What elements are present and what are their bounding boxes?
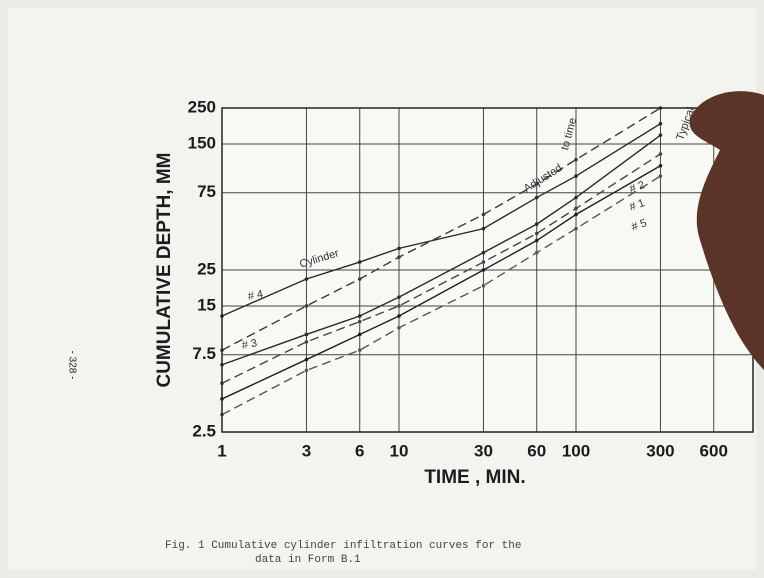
y-tick-label: 150	[188, 133, 216, 152]
data-point	[482, 268, 486, 272]
data-point	[659, 152, 663, 156]
data-point	[358, 314, 362, 318]
y-tick-label: 75	[197, 182, 216, 201]
x-tick-label: 100	[562, 441, 590, 460]
data-point	[659, 122, 663, 126]
data-point	[574, 158, 578, 162]
data-point	[397, 255, 401, 259]
data-point	[535, 251, 539, 255]
x-tick-label: 300	[646, 441, 674, 460]
data-point	[358, 348, 362, 352]
x-tick-label: 3	[302, 441, 311, 460]
data-point	[482, 284, 486, 288]
data-point	[397, 304, 401, 308]
page-number: - 328 -	[66, 351, 77, 380]
data-point	[482, 227, 486, 231]
y-tick-label: 15	[197, 295, 216, 314]
data-point	[535, 196, 539, 200]
data-point	[305, 304, 309, 308]
data-point	[358, 333, 362, 337]
data-point	[659, 174, 663, 178]
data-point	[659, 164, 663, 168]
data-point	[535, 222, 539, 226]
data-point	[305, 369, 309, 373]
y-tick-label: 2.5	[192, 421, 216, 440]
data-point	[659, 133, 663, 137]
data-point	[397, 314, 401, 318]
y-tick-label: 250	[188, 97, 216, 116]
caption-line: data in Form B.1	[255, 554, 361, 566]
data-point	[574, 196, 578, 200]
y-tick-label: 7.5	[192, 344, 216, 363]
data-point	[482, 251, 486, 255]
data-point	[358, 260, 362, 264]
data-point	[358, 277, 362, 281]
data-point	[574, 227, 578, 231]
data-point	[482, 260, 486, 264]
y-axis-title: CUMULATIVE DEPTH, MM	[154, 152, 175, 387]
data-point	[397, 295, 401, 299]
data-point	[397, 326, 401, 330]
chart: 2.57.5152575150250136103060100300600Cyli…	[0, 0, 764, 578]
data-point	[397, 247, 401, 251]
x-tick-label: 10	[390, 441, 409, 460]
x-tick-label: 60	[527, 441, 546, 460]
x-tick-label: 30	[474, 441, 493, 460]
data-point	[358, 320, 362, 324]
data-point	[574, 174, 578, 178]
data-point	[305, 277, 309, 281]
x-tick-label: 1	[217, 441, 226, 460]
y-tick-label: 25	[197, 259, 216, 278]
x-tick-label: 6	[355, 441, 364, 460]
x-tick-label: 600	[700, 441, 728, 460]
data-point	[535, 232, 539, 236]
data-point	[535, 239, 539, 243]
data-point	[574, 213, 578, 217]
data-point	[305, 358, 309, 362]
data-point	[482, 213, 486, 217]
caption-line: Fig. 1 Cumulative cylinder infiltration …	[165, 540, 521, 552]
x-axis-title: TIME , MIN.	[424, 467, 525, 488]
data-point	[305, 333, 309, 337]
data-point	[574, 207, 578, 211]
data-point	[305, 340, 309, 344]
